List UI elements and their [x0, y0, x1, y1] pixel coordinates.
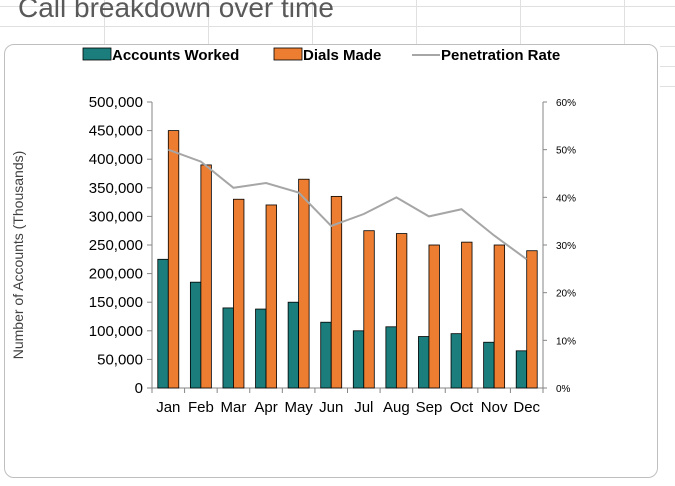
bar-accounts-worked [450, 333, 462, 389]
bar-dials-made [395, 233, 408, 389]
x-tick-label: Nov [481, 399, 508, 416]
bar-accounts-worked [320, 321, 332, 389]
bar-dials-made [428, 244, 440, 389]
x-tick-label: Apr [254, 399, 277, 416]
y2-tick-label: 30% [556, 241, 576, 252]
bar-dials-made [298, 178, 310, 389]
y2-tick-label: 10% [556, 336, 576, 347]
bar-accounts-worked [189, 281, 202, 389]
y-tick-label: 150,000 [89, 294, 143, 311]
x-tick-label: Feb [188, 399, 214, 416]
legend-swatch-dials-made [273, 47, 303, 61]
bar-dials-made [493, 244, 506, 389]
y-tick-label: 350,000 [89, 180, 143, 197]
bar-accounts-worked [418, 336, 430, 389]
bar-accounts-worked [287, 301, 300, 389]
y2-tick-label: 50% [556, 146, 576, 157]
bar-dials-made [330, 195, 343, 389]
bar-accounts-worked [222, 307, 234, 389]
x-tick-label: Oct [450, 399, 474, 416]
y2-tick-label: 20% [556, 289, 576, 300]
chart-title: Call breakdown over time [18, 0, 334, 23]
bar-accounts-worked [515, 350, 528, 389]
y-tick-label: 450,000 [89, 123, 143, 140]
y-axis-title: Number of Accounts (Thousands) [10, 151, 26, 360]
y-tick-label: 250,000 [89, 237, 143, 254]
x-tick-label: Mar [221, 399, 247, 416]
line-penetration-rate [167, 148, 528, 261]
legend-label-dials-made: Dials Made [303, 47, 381, 64]
x-tick-label: Jun [319, 399, 343, 416]
bar-dials-made [461, 241, 473, 389]
x-tick-label: May [284, 399, 313, 416]
x-tick-label: Jan [156, 399, 180, 416]
bar-dials-made [363, 230, 375, 389]
bar-accounts-worked [352, 330, 365, 389]
y-tick-label: 200,000 [89, 266, 143, 283]
bar-accounts-worked [255, 308, 267, 389]
bar-accounts-worked [157, 258, 169, 389]
x-tick-label: Dec [513, 399, 540, 416]
bar-dials-made [233, 198, 245, 389]
y-tick-label: 500,000 [89, 94, 143, 111]
bar-dials-made [200, 164, 212, 389]
y-tick-label: 50,000 [97, 351, 143, 368]
y-tick-label: 100,000 [89, 323, 143, 340]
bar-accounts-worked [483, 341, 495, 389]
y2-tick-label: 60% [556, 98, 576, 109]
x-tick-label: Sep [416, 399, 443, 416]
x-tick-label: Jul [354, 399, 373, 416]
legend-swatch-accounts-worked [82, 47, 112, 61]
y-tick-label: 0 [135, 380, 143, 397]
bar-dials-made [265, 204, 277, 389]
y2-tick-label: 40% [556, 193, 576, 204]
y2-tick-label: 0% [556, 384, 571, 395]
bar-dials-made [526, 250, 538, 389]
x-tick-label: Aug [383, 399, 410, 416]
legend-label-accounts-worked: Accounts Worked [112, 47, 239, 64]
legend-label-penetration-rate: Penetration Rate [441, 47, 560, 64]
bar-dials-made [167, 130, 180, 389]
y-tick-label: 300,000 [89, 208, 143, 225]
y-tick-label: 400,000 [89, 151, 143, 168]
bar-accounts-worked [385, 326, 397, 389]
